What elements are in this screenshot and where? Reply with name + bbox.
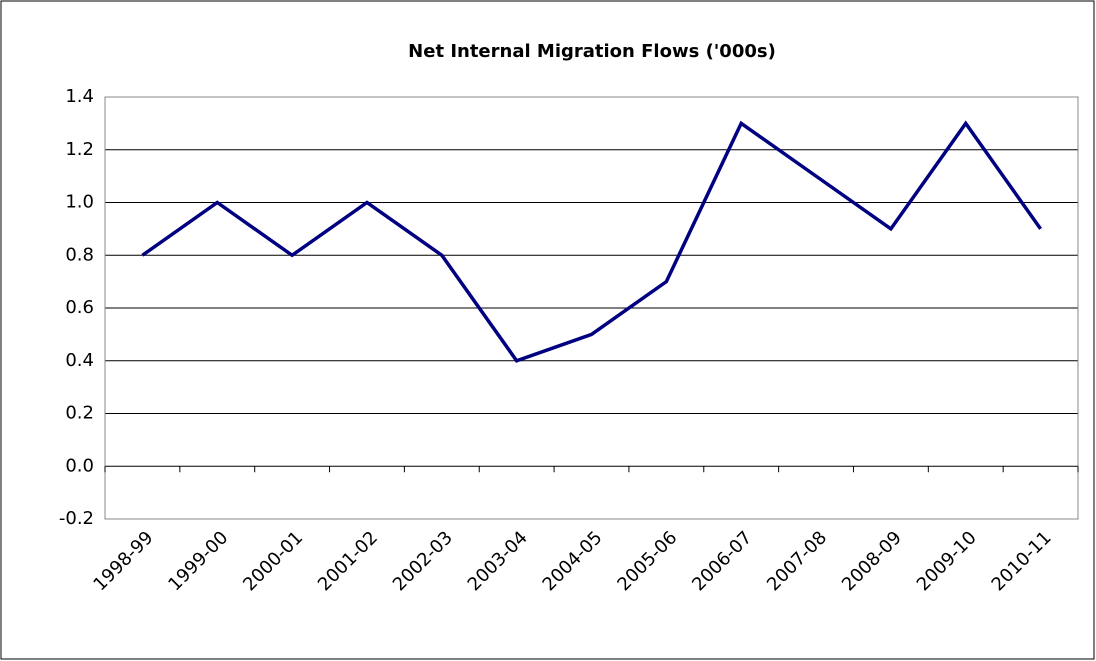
y-tick-label: 0.2: [65, 403, 94, 424]
y-tick-label: 0.0: [65, 455, 94, 476]
data-line: [141, 120, 1043, 363]
plot-border: [104, 96, 1079, 520]
y-tick-label: 1.4: [65, 86, 94, 107]
y-tick-label: 1.0: [65, 192, 94, 213]
y-tick-label: 1.2: [65, 139, 94, 160]
y-tick-label: 0.6: [65, 297, 94, 318]
y-tick-label: -0.2: [59, 508, 94, 529]
y-tick-label: 0.4: [65, 350, 94, 371]
chart-title: Net Internal Migration Flows ('000s): [408, 41, 776, 62]
y-tick-label: 0.8: [65, 244, 94, 265]
